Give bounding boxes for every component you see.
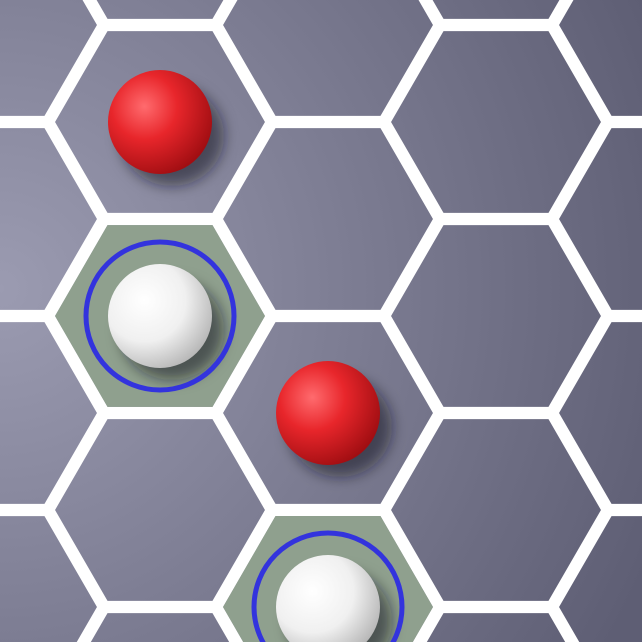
white-marble-body: [276, 554, 380, 642]
selection-ring: [251, 530, 405, 642]
hex-cell[interactable]: [47, 412, 273, 608]
hex-cell[interactable]: [0, 315, 105, 511]
hex-cell[interactable]: [215, 315, 441, 511]
hex-cell[interactable]: [551, 0, 642, 123]
red-marble-body: [108, 70, 212, 174]
hex-cell[interactable]: [551, 509, 642, 642]
hex-cell[interactable]: [215, 0, 441, 123]
hex-cell[interactable]: [215, 509, 441, 642]
hex-cell[interactable]: [387, 606, 605, 642]
hex-cell[interactable]: [0, 0, 105, 123]
hex-cell[interactable]: [51, 0, 269, 26]
hex-cell[interactable]: [383, 218, 609, 414]
hex-cell[interactable]: [0, 121, 105, 317]
hex-cell[interactable]: [551, 315, 642, 511]
white-marble[interactable]: [83, 239, 237, 393]
red-marble[interactable]: [276, 360, 392, 477]
hex-cell[interactable]: [51, 606, 269, 642]
selection-ring: [83, 239, 237, 393]
hex-cell[interactable]: [383, 412, 609, 608]
hex-cell[interactable]: [383, 24, 609, 220]
hex-cell[interactable]: [215, 121, 441, 317]
hex-cell[interactable]: [0, 509, 105, 642]
white-marble[interactable]: [251, 530, 405, 642]
hex-cell[interactable]: [47, 218, 273, 414]
red-marble-body: [276, 360, 380, 465]
red-marble[interactable]: [108, 70, 224, 186]
white-marble-body: [108, 263, 212, 368]
hex-cell[interactable]: [47, 24, 273, 220]
hex-cell[interactable]: [551, 121, 642, 317]
hex-cell[interactable]: [387, 0, 605, 26]
marbles-layer: [83, 70, 405, 642]
